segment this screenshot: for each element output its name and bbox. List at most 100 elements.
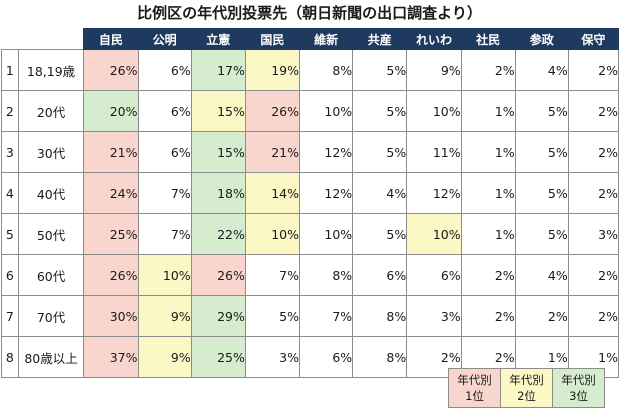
legend-rank-1: 年代別 1位 [448, 368, 501, 408]
value-cell: 6% [406, 254, 462, 296]
column-header: 保守 [567, 28, 619, 50]
value-cell: 8% [299, 49, 354, 91]
legend-rank-2: 年代別 2位 [500, 368, 553, 408]
row-number: 2 [1, 90, 19, 132]
row-number: 1 [1, 49, 19, 91]
value-cell: 5% [352, 49, 408, 91]
age-group-cell: 50代 [17, 213, 85, 255]
table-row: 7 70代 30% 9% 29% 5% 7% 8% 3% 2% 2% 2% [1, 295, 619, 337]
row-number: 4 [1, 172, 19, 214]
value-cell: 10% [299, 90, 354, 132]
value-cell: 25% [83, 213, 139, 255]
value-cell: 9% [137, 295, 192, 337]
value-cell: 1% [460, 90, 516, 132]
value-cell: 5% [244, 295, 301, 337]
value-cell: 6% [299, 336, 354, 378]
row-number: 3 [1, 131, 19, 173]
value-cell: 1% [460, 213, 516, 255]
corner-cell [1, 28, 19, 50]
column-header: れいわ [406, 28, 462, 50]
value-cell: 6% [137, 131, 192, 173]
table-row: 3 30代 21% 6% 15% 21% 12% 5% 11% 1% 5% 2% [1, 131, 619, 173]
table-row: 2 20代 20% 6% 15% 26% 10% 5% 10% 1% 5% 2% [1, 90, 619, 132]
header-row: 自民 公明 立憲 国民 維新 共産 れいわ 社民 参政 保守 [1, 28, 619, 50]
value-cell: 1% [460, 131, 516, 173]
age-group-cell: 20代 [17, 90, 85, 132]
value-cell: 37% [83, 336, 139, 378]
value-cell: 20% [83, 90, 139, 132]
value-cell: 2% [460, 254, 516, 296]
table-row: 4 40代 24% 7% 18% 14% 12% 4% 12% 1% 5% 2% [1, 172, 619, 214]
value-cell: 26% [244, 90, 301, 132]
corner-cell [18, 28, 84, 50]
value-cell: 12% [299, 172, 354, 214]
value-cell: 10% [406, 90, 462, 132]
value-cell: 4% [514, 254, 569, 296]
age-group-cell: 18,19歳 [17, 49, 85, 91]
age-group-cell: 30代 [17, 131, 85, 173]
value-cell: 22% [190, 213, 246, 255]
value-cell: 18% [190, 172, 246, 214]
value-cell: 5% [352, 213, 408, 255]
vote-table: 自民 公明 立憲 国民 維新 共産 れいわ 社民 参政 保守 1 18,19歳 26… [1, 28, 619, 378]
value-cell: 2% [514, 295, 569, 337]
value-cell: 25% [190, 336, 246, 378]
value-cell: 2% [567, 90, 619, 132]
value-cell: 9% [406, 49, 462, 91]
column-header: 自民 [83, 28, 139, 50]
column-header: 参政 [514, 28, 569, 50]
legend: 年代別 1位 年代別 2位 年代別 3位 [448, 368, 605, 408]
value-cell: 29% [190, 295, 246, 337]
value-cell: 9% [137, 336, 192, 378]
value-cell: 10% [244, 213, 301, 255]
value-cell: 10% [137, 254, 192, 296]
legend-label: 年代別 [457, 373, 492, 387]
legend-rank-label: 3位 [569, 389, 588, 403]
value-cell: 21% [244, 131, 301, 173]
row-number: 7 [1, 295, 19, 337]
legend-rank-3: 年代別 3位 [552, 368, 605, 408]
value-cell: 24% [83, 172, 139, 214]
value-cell: 2% [567, 254, 619, 296]
value-cell: 26% [190, 254, 246, 296]
value-cell: 7% [299, 295, 354, 337]
column-header: 立憲 [190, 28, 246, 50]
value-cell: 30% [83, 295, 139, 337]
legend-rank-label: 2位 [517, 389, 536, 403]
value-cell: 10% [299, 213, 354, 255]
value-cell: 7% [244, 254, 301, 296]
value-cell: 5% [352, 131, 408, 173]
legend-label: 年代別 [561, 373, 596, 387]
value-cell: 2% [567, 172, 619, 214]
column-header: 共産 [352, 28, 408, 50]
value-cell: 19% [244, 49, 301, 91]
column-header: 社民 [460, 28, 516, 50]
value-cell: 6% [137, 49, 192, 91]
age-group-cell: 60代 [17, 254, 85, 296]
value-cell: 5% [514, 131, 569, 173]
value-cell: 2% [460, 295, 516, 337]
age-group-cell: 80歳以上 [17, 336, 85, 378]
row-number: 5 [1, 213, 19, 255]
value-cell: 5% [352, 90, 408, 132]
value-cell: 12% [406, 172, 462, 214]
value-cell: 1% [460, 172, 516, 214]
legend-rank-label: 1位 [465, 389, 484, 403]
value-cell: 3% [244, 336, 301, 378]
age-group-cell: 40代 [17, 172, 85, 214]
value-cell: 21% [83, 131, 139, 173]
value-cell: 8% [299, 254, 354, 296]
column-header: 国民 [244, 28, 301, 50]
value-cell: 6% [352, 254, 408, 296]
value-cell: 8% [352, 295, 408, 337]
value-cell: 12% [299, 131, 354, 173]
value-cell: 5% [514, 90, 569, 132]
table-row: 1 18,19歳 26% 6% 17% 19% 8% 5% 9% 2% 4% 2% [1, 49, 619, 91]
legend-label: 年代別 [509, 373, 544, 387]
value-cell: 5% [514, 172, 569, 214]
value-cell: 14% [244, 172, 301, 214]
value-cell: 8% [352, 336, 408, 378]
value-cell: 3% [406, 295, 462, 337]
value-cell: 7% [137, 213, 192, 255]
value-cell: 15% [190, 131, 246, 173]
